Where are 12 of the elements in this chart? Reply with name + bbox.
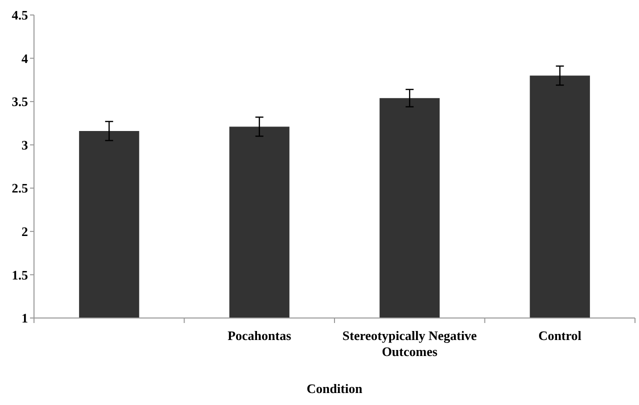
y-tick-label: 1.5 [12, 267, 28, 282]
y-tick-label: 1 [22, 310, 28, 326]
y-tick-label: 2.5 [12, 180, 28, 196]
y-tick-label: 3 [22, 137, 28, 152]
y-tick-label: 4.5 [12, 8, 28, 23]
x-tick-label: Stereotypically Negative Outcomes [342, 328, 478, 359]
x-tick-label: Pocahontas [228, 328, 292, 343]
x-axis-title: Condition [306, 381, 364, 396]
y-tick-label: 4 [22, 50, 28, 66]
y-tick-label: 2 [22, 224, 28, 239]
x-tick-label: Control [538, 328, 582, 343]
y-tick-label: 3.5 [12, 94, 28, 110]
